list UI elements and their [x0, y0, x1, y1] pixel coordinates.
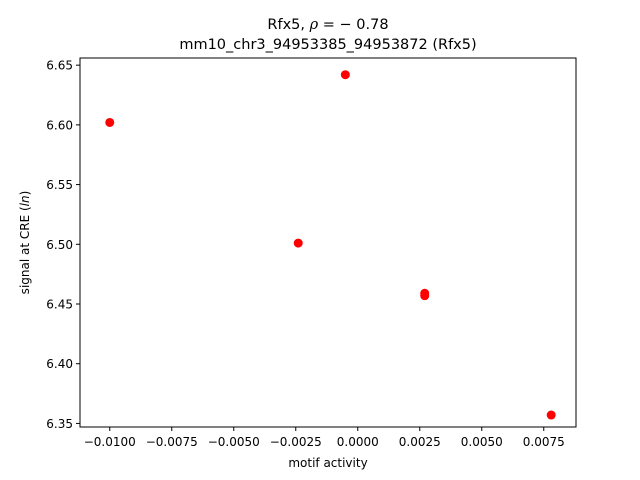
- y-tick-label: 6.35: [46, 417, 73, 431]
- y-tick-label: 6.60: [46, 118, 73, 132]
- data-points: [105, 70, 556, 420]
- x-tick-label: 0.0075: [523, 435, 565, 449]
- y-axis-label-prefix: signal at CRE (: [18, 206, 32, 294]
- x-tick-label: −0.0050: [208, 435, 260, 449]
- y-tick-label: 6.50: [46, 238, 73, 252]
- x-tick-label: −0.0075: [146, 435, 198, 449]
- x-tick-label: 0.0025: [399, 435, 441, 449]
- chart-title-line1: Rfx5, ρ = − 0.78: [267, 17, 388, 33]
- x-tick-label: −0.0025: [270, 435, 322, 449]
- data-point: [105, 117, 115, 127]
- x-axis-ticks: −0.0100 −0.0075 −0.0050 −0.0025 0.0000 0.0025…: [84, 427, 565, 449]
- y-axis-ticks: 6.35 6.40 6.45 6.50 6.55 6.60 6.65: [46, 59, 80, 431]
- y-tick-label: 6.40: [46, 357, 73, 371]
- data-point: [420, 291, 430, 301]
- data-point: [340, 70, 350, 80]
- y-axis-label: signal at CRE (ln): [18, 191, 32, 295]
- data-point: [546, 410, 556, 420]
- chart-title-line2: mm10_chr3_94953385_94953872 (Rfx5): [179, 37, 476, 53]
- y-tick-label: 6.55: [46, 178, 73, 192]
- y-axis-label-suffix: ): [18, 191, 32, 196]
- x-axis-label: motif activity: [288, 456, 367, 470]
- chart-title-rho: ρ: [309, 17, 319, 33]
- axes-frame: [79, 57, 577, 428]
- chart-title-suffix: = − 0.78: [318, 17, 388, 33]
- y-tick-label: 6.45: [46, 298, 73, 312]
- y-tick-label: 6.65: [46, 59, 73, 73]
- data-point: [293, 238, 303, 248]
- x-tick-label: 0.0000: [337, 435, 379, 449]
- y-axis-label-italic: ln: [18, 195, 32, 206]
- chart-title-prefix: Rfx5,: [267, 17, 309, 33]
- x-tick-label: −0.0100: [84, 435, 136, 449]
- x-tick-label: 0.0050: [461, 435, 503, 449]
